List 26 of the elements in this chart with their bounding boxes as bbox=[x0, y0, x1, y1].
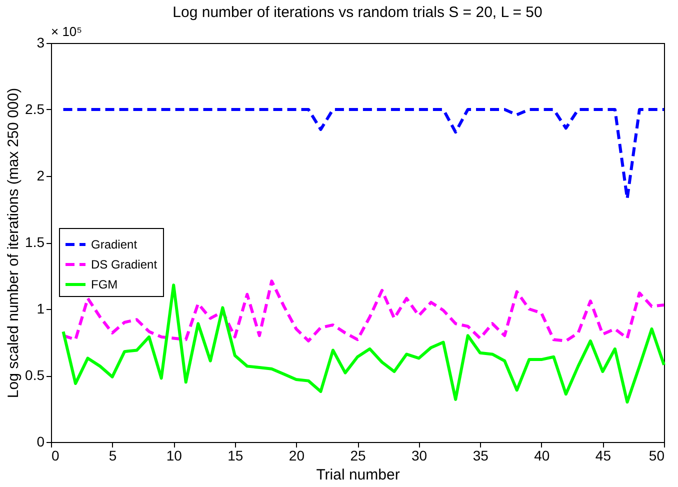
y-tick-label: 1.5 bbox=[25, 234, 45, 250]
x-tick-label: 30 bbox=[412, 448, 428, 464]
legend-label: Gradient bbox=[91, 238, 138, 252]
y-tick-label: 2.5 bbox=[25, 101, 45, 117]
x-tick-label: 40 bbox=[534, 448, 550, 464]
text: × 10⁵ bbox=[51, 24, 82, 39]
x-tick-label: 5 bbox=[108, 448, 117, 464]
y-tick-label: 2 bbox=[36, 168, 45, 184]
y-tick-label: 3 bbox=[36, 34, 45, 50]
y-axis-title: Log scaled number of iterations (max 250 000) bbox=[5, 88, 22, 398]
x-tick-label: 0 bbox=[52, 448, 60, 464]
line-series bbox=[62, 108, 666, 200]
x-axis-title: Trial number bbox=[316, 466, 400, 484]
x-tick-label: 35 bbox=[472, 448, 489, 464]
x-tick-label: 15 bbox=[228, 448, 244, 464]
x-tick-label: 10 bbox=[166, 448, 182, 464]
x-tick-label: 45 bbox=[595, 448, 612, 464]
y-tick-label: 0 bbox=[36, 434, 45, 450]
legend-label: DS Gradient bbox=[91, 258, 158, 272]
x-tick-label: 50 bbox=[648, 448, 665, 464]
y-tick-label: 1 bbox=[36, 300, 45, 316]
chart-title: Log number of iterations vs random trials S = 20, L = 50 bbox=[172, 4, 542, 21]
x-tick-label: 25 bbox=[350, 448, 366, 464]
x-tick-label: 20 bbox=[288, 448, 305, 464]
legend-label: FGM bbox=[91, 278, 118, 292]
y-tick-label: 0.5 bbox=[25, 367, 45, 383]
